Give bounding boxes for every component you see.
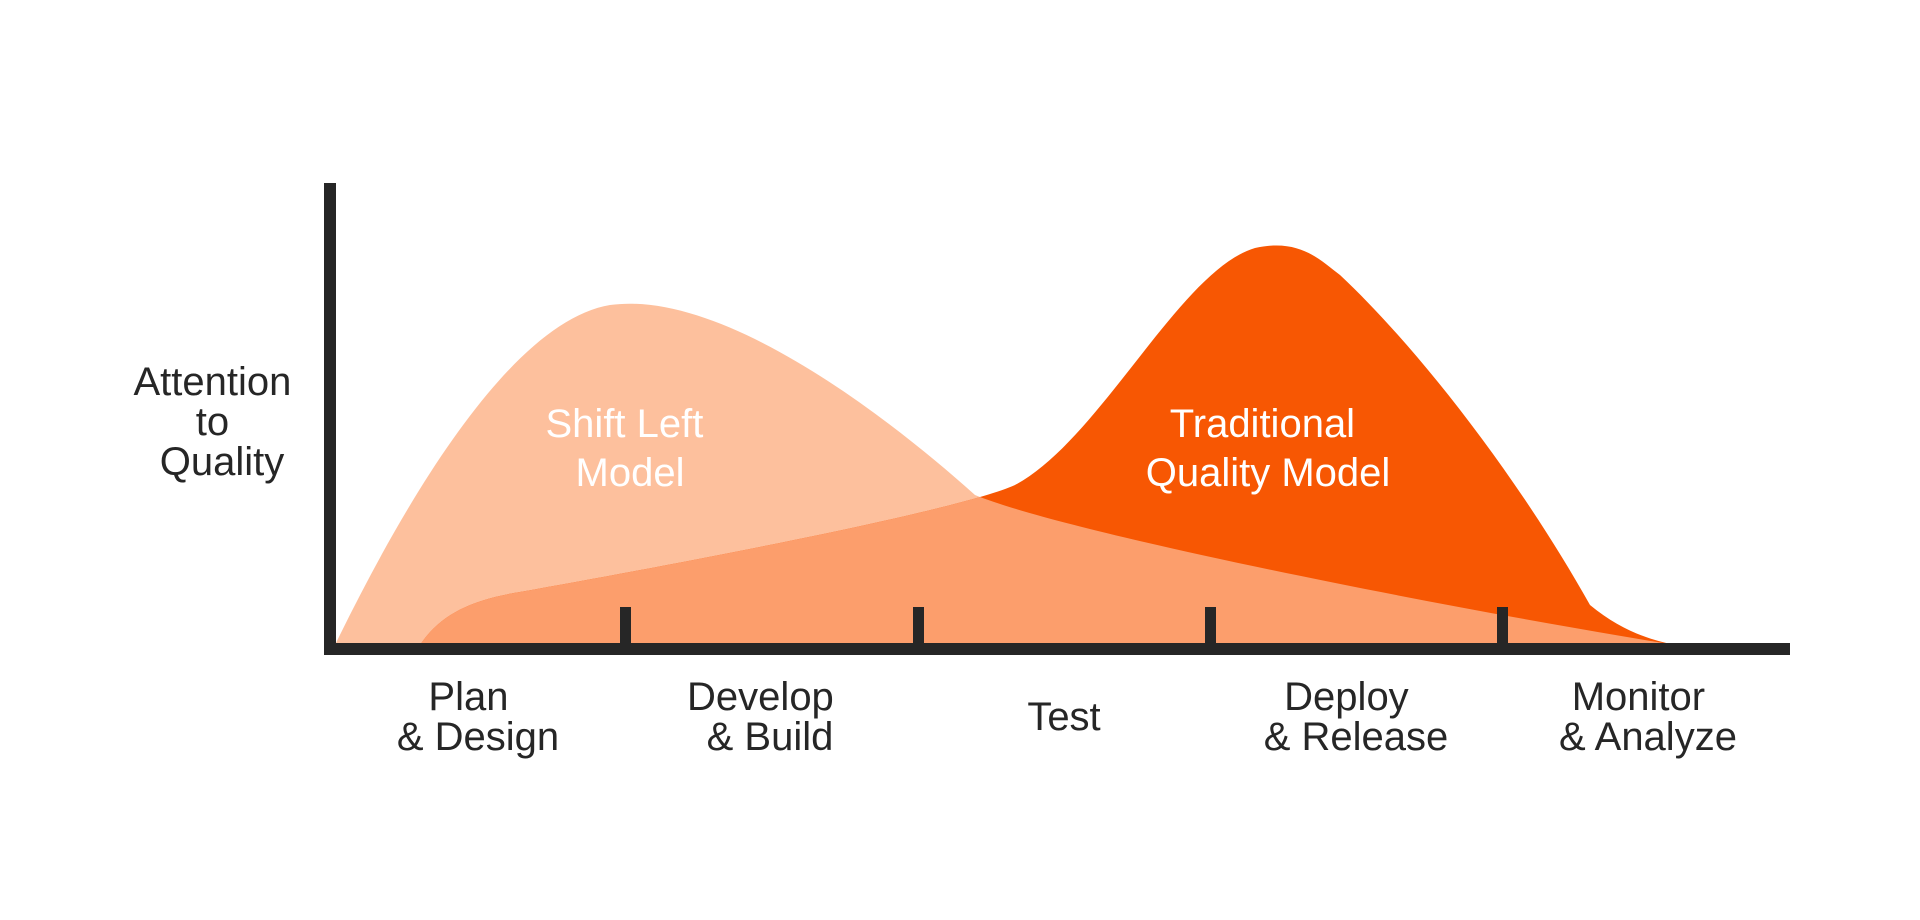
stage-label-deploy: Deploy & Release xyxy=(1264,675,1449,759)
x-axis-tick xyxy=(913,607,924,647)
stage-label-monitor: Monitor & Analyze xyxy=(1559,675,1737,759)
x-axis-tick xyxy=(1205,607,1216,647)
traditional-curve xyxy=(420,245,1675,645)
stage-label-plan: Plan & Design xyxy=(397,675,559,759)
y-axis-label: Attention to Quality xyxy=(133,360,302,484)
y-axis xyxy=(324,183,336,655)
shift-left-label: Shift Left Model xyxy=(546,402,715,495)
x-axis xyxy=(324,643,1790,655)
shift-left-curve xyxy=(335,303,1675,645)
x-axis-tick xyxy=(1497,607,1508,647)
traditional-label: Traditional Quality Model xyxy=(1146,402,1391,495)
stage-label-test: Test xyxy=(1027,695,1100,739)
x-axis-tick xyxy=(620,607,631,647)
stage-label-develop: Develop & Build xyxy=(687,675,845,759)
